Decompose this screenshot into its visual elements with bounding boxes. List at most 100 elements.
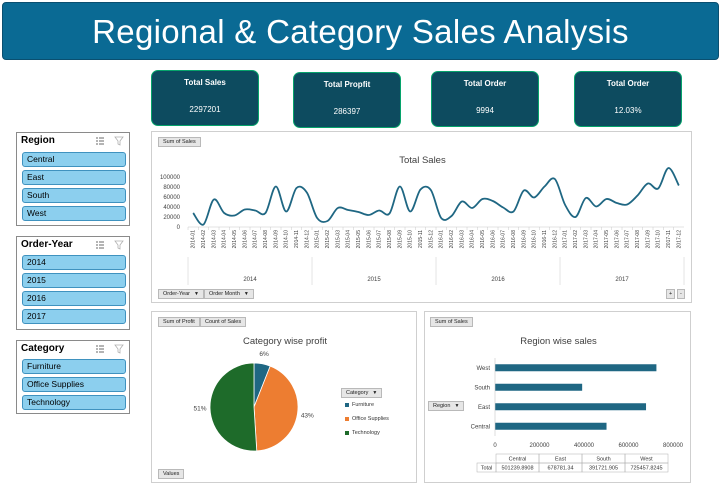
slicer-item-2016[interactable]: 2016 [22, 291, 126, 306]
category-profit-panel: Sum of Profit Count of Sales Category wi… [151, 311, 417, 483]
y-category-label: South [474, 385, 490, 391]
slicer-item-south[interactable]: South [22, 188, 126, 203]
clear-filter-icon[interactable] [114, 136, 124, 146]
slice-data-label: 43% [301, 412, 314, 419]
count-of-sales-field-button[interactable]: Count of Sales [200, 317, 247, 327]
slicer-item-2015[interactable]: 2015 [22, 273, 126, 288]
table-row-label: Total [481, 466, 493, 472]
table-value: 391721.905 [589, 466, 618, 472]
x-tick-label: 2016-10 [532, 230, 538, 249]
region-field-button[interactable]: Region [428, 401, 465, 411]
sum-of-sales-field-button[interactable]: Sum of Sales [158, 137, 201, 147]
order-month-field-button[interactable]: Order Month [204, 289, 254, 299]
table-header-label: West [640, 457, 653, 463]
kpi-value: 286397 [333, 107, 361, 116]
x-tick-label: 2016-02 [449, 230, 455, 249]
x-tick-label: 2017-03 [583, 230, 589, 249]
sales-series-line [192, 167, 680, 226]
slicer-item-2014[interactable]: 2014 [22, 255, 126, 270]
y-category-label: East [478, 405, 490, 411]
year-label: 2015 [367, 277, 381, 283]
total-sales-panel: Sum of Sales Total Sales 0 20000 40000 6000… [151, 131, 692, 303]
clear-filter-icon[interactable] [114, 344, 124, 354]
kpi-value: 12.03% [614, 106, 642, 115]
y-category-label: West [476, 366, 490, 372]
x-tick-label: 2014-10 [284, 230, 290, 249]
x-tick-label: 2015-07 [377, 230, 383, 249]
collapse-field-button[interactable]: - [677, 289, 685, 299]
slicer-title: Region [21, 135, 55, 146]
legend-label: Technology [352, 430, 380, 436]
region-sales-bar-chart: West South East Central 0 200000 400000 600000 8… [471, 358, 684, 473]
x-tick-label: 2017-11 [666, 230, 672, 248]
multi-select-icon[interactable] [95, 240, 105, 250]
clear-filter-icon[interactable] [114, 240, 124, 250]
legend-label: Furniture [352, 402, 375, 408]
y-tick-label: 80000 [163, 185, 180, 191]
sum-of-sales-field-button[interactable]: Sum of Sales [430, 317, 473, 327]
x-tick-label: 200000 [529, 443, 550, 449]
slice-data-label: 6% [259, 351, 269, 358]
expand-field-button[interactable]: + [666, 289, 676, 299]
table-header-label: South [596, 457, 610, 463]
x-tick-label: 2015-03 [335, 230, 341, 249]
kpi-total-sales: Total Sales 2297201 [151, 70, 259, 126]
region-bar [495, 422, 607, 430]
category-slicer: Category Furniture Office Supplies Techn… [16, 340, 130, 414]
table-value: 678781.34 [548, 466, 574, 472]
legend-label: Office Supplies [352, 416, 389, 422]
slicer-item-central[interactable]: Central [22, 152, 126, 167]
x-tick-label: 2015-09 [397, 230, 403, 249]
y-tick-label: 100000 [160, 175, 181, 181]
slicer-item-east[interactable]: East [22, 170, 126, 185]
values-field-button[interactable]: Values [158, 469, 185, 479]
x-tick-label: 2016-01 [439, 230, 445, 249]
x-tick-label: 2014-11 [294, 230, 300, 248]
x-tick-label: 2017-09 [645, 230, 651, 249]
kpi-label: Total Propfit [323, 80, 371, 89]
x-tick-label: 2015-08 [387, 230, 393, 249]
year-label: 2017 [615, 277, 629, 283]
kpi-value: 2297201 [189, 105, 221, 114]
x-tick-label: 2014-08 [263, 230, 269, 249]
category-field-button[interactable]: Category [341, 388, 383, 398]
x-tick-label: 2016-09 [521, 230, 527, 249]
x-tick-label: 2016-03 [459, 230, 465, 249]
slicer-item-technology[interactable]: Technology [22, 395, 126, 410]
x-tick-label: 400000 [574, 443, 595, 449]
slicer-item-office-supplies[interactable]: Office Supplies [22, 377, 126, 392]
x-tick-label: 2016-07 [501, 230, 507, 249]
multi-select-icon[interactable] [95, 136, 105, 146]
slicer-item-furniture[interactable]: Furniture [22, 359, 126, 374]
category-profit-pie-chart: 6% 43% 51% [194, 351, 314, 452]
x-tick-label: 2015-06 [366, 230, 372, 249]
order-year-field-button[interactable]: Order-Year [158, 289, 204, 299]
sum-of-profit-field-button[interactable]: Sum of Profit [158, 317, 200, 327]
pie-slice [253, 365, 299, 452]
page-title: Regional & Category Sales Analysis [92, 13, 629, 50]
slicer-title: Category [21, 343, 65, 354]
x-tick-label: 2014-03 [211, 230, 217, 249]
region-bar [495, 383, 583, 391]
y-tick-label: 0 [177, 225, 181, 231]
slicer-item-west[interactable]: West [22, 206, 126, 221]
x-tick-label: 2015-01 [315, 230, 321, 249]
x-tick-label: 600000 [618, 443, 639, 449]
legend-item-furniture: Furniture [345, 402, 374, 408]
y-tick-label: 20000 [163, 215, 180, 221]
x-tick-label: 2017-10 [656, 230, 662, 249]
slicer-title: Order-Year [21, 239, 73, 250]
x-tick-label: 2017-07 [625, 230, 631, 249]
x-tick-label: 2017-04 [594, 230, 600, 249]
slicer-item-2017[interactable]: 2017 [22, 309, 126, 324]
x-tick-label: 2014-12 [304, 230, 310, 249]
multi-select-icon[interactable] [95, 344, 105, 354]
x-tick-label: 2014-02 [201, 230, 207, 249]
slicer-header: Category [17, 341, 129, 357]
slice-data-label: 51% [194, 406, 207, 413]
region-bar [495, 403, 647, 411]
kpi-label: Total Sales [184, 78, 226, 87]
x-tick-label: 2014-07 [253, 230, 259, 249]
region-slicer: Region Central East South West [16, 132, 130, 226]
